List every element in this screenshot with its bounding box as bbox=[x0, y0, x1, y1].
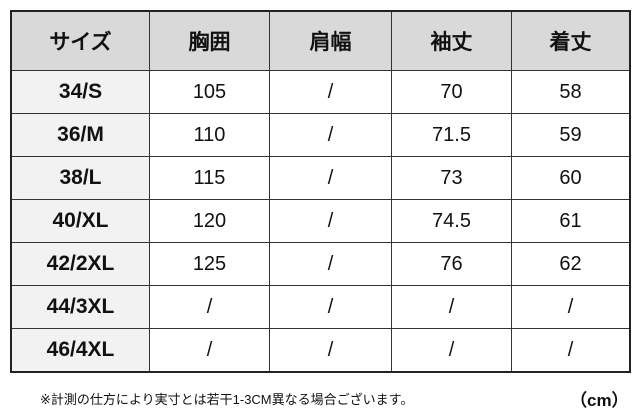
size-table: サイズ 胸囲 肩幅 袖丈 着丈 34/S 105/70 58 36/M 110/71.5 59 38… bbox=[10, 10, 631, 373]
value-cell: / bbox=[269, 242, 392, 286]
measurement-note: ※計測の仕方により実寸とは若干1-3CM異なる場合ございます。 bbox=[40, 392, 414, 407]
column-header: サイズ bbox=[10, 10, 150, 71]
value-cell: / bbox=[269, 113, 392, 157]
value-cell: / bbox=[269, 70, 392, 114]
value-cell: / bbox=[149, 285, 270, 329]
value-cell: / bbox=[269, 285, 392, 329]
value-cell: 60 bbox=[511, 156, 631, 200]
value-cell: 61 bbox=[511, 199, 631, 243]
value-cell: / bbox=[269, 156, 392, 200]
column-header: 肩幅 bbox=[269, 10, 392, 71]
value-cell: / bbox=[511, 328, 631, 373]
value-cell: 58 bbox=[511, 70, 631, 114]
table-row: 42/2XL 125/76 62 bbox=[10, 242, 631, 286]
value-cell: / bbox=[269, 199, 392, 243]
column-header: 胸囲 bbox=[149, 10, 270, 71]
size-cell: 46/4XL bbox=[10, 328, 150, 373]
value-cell: 76 bbox=[391, 242, 512, 286]
value-cell: 62 bbox=[511, 242, 631, 286]
table-row: 38/L 115/73 60 bbox=[10, 156, 631, 200]
value-cell: 59 bbox=[511, 113, 631, 157]
table-row: 46/4XL / / / / bbox=[10, 328, 631, 373]
column-header: 袖丈 bbox=[391, 10, 512, 71]
value-cell: 70 bbox=[391, 70, 512, 114]
size-cell: 40/XL bbox=[10, 199, 150, 243]
value-cell: 73 bbox=[391, 156, 512, 200]
size-cell: 44/3XL bbox=[10, 285, 150, 329]
value-cell: 105 bbox=[149, 70, 270, 114]
value-cell: / bbox=[269, 328, 392, 373]
unit-label: （cm） bbox=[570, 391, 629, 410]
table-row: 36/M 110/71.5 59 bbox=[10, 113, 631, 157]
value-cell: 71.5 bbox=[391, 113, 512, 157]
table-row: 40/XL 120/74.5 61 bbox=[10, 199, 631, 243]
value-cell: 74.5 bbox=[391, 199, 512, 243]
value-cell: 125 bbox=[149, 242, 270, 286]
value-cell: / bbox=[391, 285, 512, 329]
table-row: 44/3XL / / / / bbox=[10, 285, 631, 329]
value-cell: / bbox=[391, 328, 512, 373]
value-cell: 115 bbox=[149, 156, 270, 200]
size-cell: 36/M bbox=[10, 113, 150, 157]
header-row: サイズ 胸囲 肩幅 袖丈 着丈 bbox=[10, 10, 631, 71]
size-cell: 38/L bbox=[10, 156, 150, 200]
value-cell: / bbox=[149, 328, 270, 373]
table-row: 34/S 105/70 58 bbox=[10, 70, 631, 114]
value-cell: 110 bbox=[149, 113, 270, 157]
size-cell: 34/S bbox=[10, 70, 150, 114]
size-cell: 42/2XL bbox=[10, 242, 150, 286]
value-cell: 120 bbox=[149, 199, 270, 243]
value-cell: / bbox=[511, 285, 631, 329]
column-header: 着丈 bbox=[511, 10, 631, 71]
